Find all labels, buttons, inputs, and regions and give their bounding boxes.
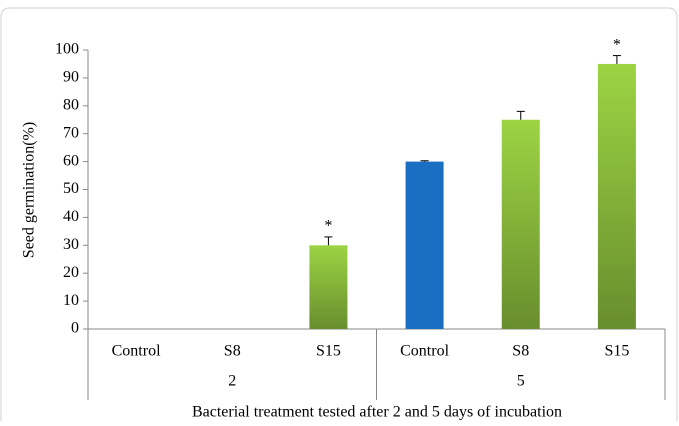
y-tick-label: 100: [55, 41, 79, 58]
bar: [405, 161, 444, 329]
x-tick-label: S15: [316, 343, 341, 360]
x-tick-label: Control: [112, 343, 161, 360]
y-tick-label: 10: [63, 292, 79, 309]
bar: [501, 119, 540, 329]
x-tick-label: S8: [224, 343, 241, 360]
x-tick-label: S8: [512, 343, 529, 360]
y-tick-label: 20: [63, 264, 79, 281]
y-tick-label: 40: [63, 208, 79, 225]
group-label: 5: [517, 373, 525, 390]
significance-mark: *: [613, 36, 621, 53]
x-tick-label: S15: [604, 343, 629, 360]
x-tick-label: Control: [400, 343, 449, 360]
y-tick-label: 50: [63, 180, 79, 197]
y-tick-label: 80: [63, 96, 79, 113]
y-tick-label: 90: [63, 69, 79, 86]
y-tick-label: 30: [63, 236, 79, 253]
y-tick-label: 0: [71, 320, 79, 337]
y-tick-label: 60: [63, 152, 79, 169]
bar: [309, 245, 348, 329]
x-axis-label: Bacterial treatment tested after 2 and 5…: [192, 404, 562, 421]
significance-mark: *: [324, 218, 332, 235]
group-label: 2: [228, 373, 236, 390]
bar: [597, 63, 636, 329]
y-axis-label: Seed germination(%): [21, 122, 38, 258]
y-tick-label: 70: [63, 124, 79, 141]
